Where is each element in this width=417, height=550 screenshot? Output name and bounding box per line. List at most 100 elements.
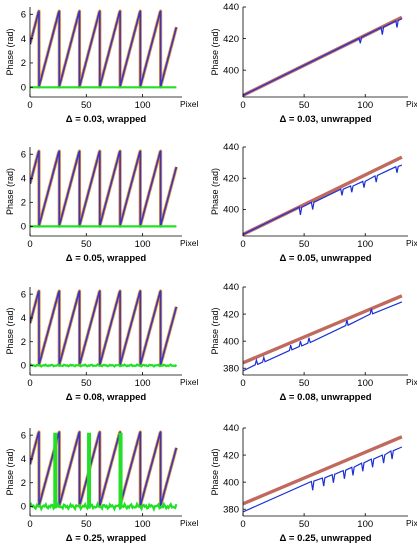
y-tick-label: 0	[21, 82, 26, 93]
y-axis-label: Phase (rad)	[210, 28, 220, 75]
y-tick-label: 420	[223, 450, 239, 461]
series-recovered-unwrapped	[243, 18, 403, 96]
x-tick-label: 0	[27, 378, 32, 389]
y-axis-label: Phase (rad)	[5, 307, 15, 354]
x-tick-label: 50	[299, 239, 310, 250]
x-tick-label: 100	[135, 100, 151, 111]
panel-title: Δ = 0.08, wrapped	[66, 392, 147, 403]
panel-2: 400 420 440 0 50 100 Pixel Phase (rad) Δ = 0.03,…	[210, 2, 417, 125]
residual-spike-2	[87, 432, 92, 507]
y-tick-label: 380	[223, 504, 239, 515]
x-axis-label: Pixel	[406, 99, 417, 109]
residual-spike-1	[53, 432, 58, 507]
plot-area	[30, 430, 178, 513]
y-axis-label: Phase (rad)	[210, 307, 220, 354]
x-axis-label: Pixel	[406, 377, 417, 387]
x-tick-label: 0	[27, 100, 32, 111]
x-tick-label: 100	[135, 378, 151, 389]
panel-8: 380 400 420 440 0 50 100 Pixel Phase (rad) Δ = 0.…	[210, 423, 417, 544]
y-tick-label: 6	[21, 149, 26, 160]
x-tick-label: 0	[240, 519, 245, 530]
series-true-unwrapped	[243, 294, 403, 365]
plot-area	[30, 149, 178, 228]
y-tick-label: 2	[21, 198, 26, 209]
x-tick-label: 0	[27, 239, 32, 250]
y-axis-label: Phase (rad)	[5, 168, 15, 215]
y-tick-label: 420	[223, 34, 239, 45]
plot-area	[30, 9, 178, 89]
panel-title: Δ = 0.25, wrapped	[66, 533, 147, 544]
x-tick-label: 100	[357, 378, 373, 389]
series-true-unwrapped	[243, 435, 403, 506]
x-axis-label: Pixel	[406, 238, 417, 248]
y-tick-label: 400	[223, 477, 239, 488]
panel-title: Δ = 0.03, unwrapped	[279, 114, 371, 125]
y-tick-label: 400	[223, 336, 239, 347]
y-tick-label: 380	[223, 363, 239, 374]
x-axis-label: Pixel	[180, 518, 199, 528]
y-axis-label: Phase (rad)	[5, 28, 15, 75]
y-tick-label: 400	[223, 65, 239, 76]
plot-area	[243, 294, 403, 372]
panel-title: Δ = 0.05, unwrapped	[279, 253, 371, 264]
panel-title: Δ = 0.08, unwrapped	[279, 392, 371, 403]
x-tick-label: 0	[240, 100, 245, 111]
x-tick-label: 50	[299, 100, 310, 111]
x-axis-label: Pixel	[180, 377, 199, 387]
plot-area	[243, 155, 403, 236]
y-tick-label: 400	[223, 205, 239, 216]
series-recovered-unwrapped	[243, 301, 403, 372]
plot-area	[243, 435, 403, 513]
residual-spike-3	[118, 432, 123, 507]
y-tick-label: 2	[21, 478, 26, 489]
y-axis-label: Phase (rad)	[5, 448, 15, 495]
series-measured-wrapped	[30, 431, 178, 507]
y-tick-label: 4	[21, 173, 26, 184]
panel-3: 0 2 4 6 0 50 100 Pixel Phase (rad) Δ = 0.05, wrap…	[5, 147, 199, 264]
series-residual	[30, 500, 178, 513]
x-tick-label: 50	[81, 378, 92, 389]
panel-title: Δ = 0.03, wrapped	[66, 114, 147, 125]
y-tick-label: 4	[21, 34, 26, 45]
y-tick-label: 4	[21, 454, 26, 465]
series-recovered-unwrapped	[243, 164, 403, 235]
series-recovered-unwrapped	[243, 446, 403, 513]
y-tick-label: 4	[21, 313, 26, 324]
y-tick-label: 0	[21, 502, 26, 513]
plot-area	[30, 289, 178, 368]
x-tick-label: 0	[240, 239, 245, 250]
x-tick-label: 0	[27, 519, 32, 530]
x-tick-label: 50	[81, 100, 92, 111]
x-tick-label: 100	[357, 100, 373, 111]
panel-4: 400 420 440 0 50 100 Pixel Phase (rad) Δ = 0.05,…	[210, 142, 417, 264]
y-tick-label: 420	[223, 309, 239, 320]
y-tick-label: 440	[223, 2, 239, 13]
x-tick-label: 50	[81, 239, 92, 250]
y-tick-label: 440	[223, 142, 239, 153]
x-tick-label: 100	[357, 519, 373, 530]
y-axis-label: Phase (rad)	[210, 448, 220, 495]
x-tick-label: 100	[135, 519, 151, 530]
x-tick-label: 50	[299, 378, 310, 389]
x-tick-label: 100	[357, 239, 373, 250]
x-tick-label: 0	[240, 378, 245, 389]
panel-5: 0 2 4 6 0 50 100 Pixel Phase (rad) Δ = 0.08, wrap…	[5, 287, 199, 403]
y-tick-label: 6	[21, 430, 26, 441]
x-axis-label: Pixel	[180, 99, 199, 109]
x-axis-label: Pixel	[180, 238, 199, 248]
y-tick-label: 0	[21, 222, 26, 233]
y-axis-label: Phase (rad)	[210, 168, 220, 215]
x-axis-label: Pixel	[406, 518, 417, 528]
panel-1: 0 2 4 6 0 50 100 Pixel Phase (rad) Δ = 0.03, wrap…	[5, 7, 199, 125]
y-tick-label: 440	[223, 423, 239, 434]
y-tick-label: 440	[223, 282, 239, 293]
panel-title: Δ = 0.05, wrapped	[66, 253, 147, 264]
series-measured-wrapped	[30, 150, 178, 227]
y-tick-label: 2	[21, 337, 26, 348]
series-measured-wrapped	[30, 290, 178, 366]
panel-title: Δ = 0.25, unwrapped	[279, 533, 371, 544]
panel-6: 380 400 420 440 0 50 100 Pixel Phase (rad) Δ = 0.…	[210, 282, 417, 403]
y-tick-label: 6	[21, 289, 26, 300]
x-tick-label: 50	[299, 519, 310, 530]
